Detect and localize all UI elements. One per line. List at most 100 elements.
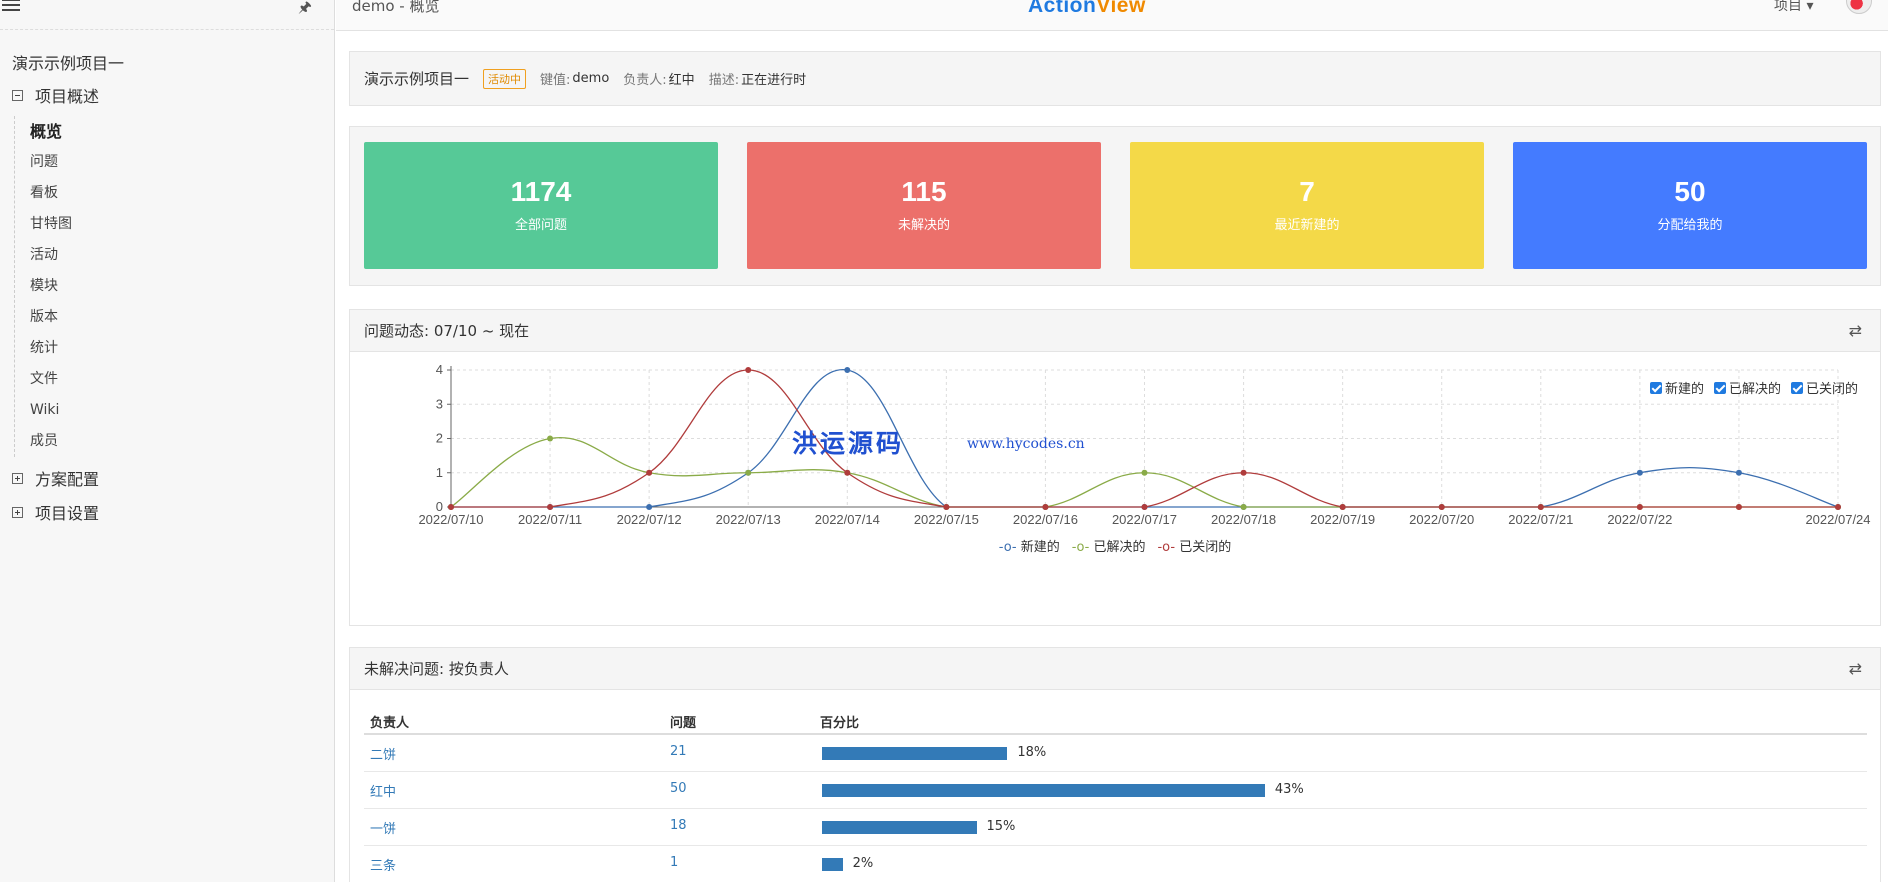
percent-label: 18% xyxy=(1017,745,1047,760)
panel-header: 未解决问题: 按负责人 ⇄ xyxy=(350,648,1880,690)
y-tick-label: 4 xyxy=(436,362,443,377)
expand-icon[interactable] xyxy=(12,506,23,518)
data-point xyxy=(1835,504,1841,510)
key-value: demo xyxy=(572,71,610,86)
x-tick-label: 2022/07/16 xyxy=(1013,512,1078,527)
unresolved-by-assignee-panel: 未解决问题: 按负责人 ⇄ 负责人 问题 百分比 二饼 21 18% 红中 50 43% 一… xyxy=(349,647,1881,882)
checkbox-icon[interactable] xyxy=(1790,381,1803,394)
stat-number: 7 xyxy=(1299,176,1315,207)
legend-label: 已关闭的 xyxy=(1179,540,1232,555)
col-header-issues: 问题 xyxy=(670,716,697,731)
data-point xyxy=(1240,504,1247,510)
legend-item[interactable]: -o- 新建的 xyxy=(999,540,1060,555)
sidebar-item-0[interactable]: 概览 xyxy=(30,122,63,141)
legend-label: 已解决的 xyxy=(1093,540,1146,555)
data-point xyxy=(1636,504,1643,510)
sidebar-item-5[interactable]: 模块 xyxy=(30,278,58,294)
status-badge: 活动中 xyxy=(483,68,527,89)
project-menu[interactable]: 项目 ▾ xyxy=(1774,0,1814,14)
sidebar-item-7[interactable]: 统计 xyxy=(30,340,58,356)
desc-value: 正在进行时 xyxy=(741,73,807,88)
issue-count-link[interactable]: 21 xyxy=(670,744,687,759)
sidebar: 🖈 演示示例项目一 项目概述 概览问题看板甘特图活动模块版本统计文件 Wiki 成员… xyxy=(0,0,335,882)
issue-count-link[interactable]: 18 xyxy=(670,818,687,833)
percent-bar xyxy=(822,858,843,871)
data-point xyxy=(844,469,851,476)
filter-closed[interactable]: 已关闭的 xyxy=(1790,378,1858,397)
percent-bar xyxy=(822,821,977,834)
collapse-icon[interactable] xyxy=(12,89,23,101)
assignee-link[interactable]: 红中 xyxy=(370,785,397,800)
percent-bar xyxy=(822,747,1008,760)
issue-trend-panel: 问题动态: 07/10 ~ 现在 ⇄ 新建的 已解决的 已关闭的 0 1 2 3 4 20… xyxy=(349,309,1881,626)
stat-label: 分配给我的 xyxy=(1657,218,1723,233)
hamburger-menu-icon[interactable] xyxy=(2,0,20,12)
data-point xyxy=(1240,469,1247,476)
app-logo[interactable]: ActionView xyxy=(1028,0,1146,18)
sidebar-project-name[interactable]: 演示示例项目一 xyxy=(12,54,125,73)
data-point xyxy=(448,504,454,510)
checkbox-icon[interactable] xyxy=(1649,381,1662,394)
filter-resolved[interactable]: 已解决的 xyxy=(1713,378,1781,397)
desc-label: 描述: xyxy=(708,73,740,88)
x-tick-label: 2022/07/22 xyxy=(1607,512,1672,527)
sidebar-group-settings[interactable]: 项目设置 xyxy=(12,500,99,524)
sidebar-item-6[interactable]: 版本 xyxy=(30,309,58,325)
data-point xyxy=(1339,504,1346,510)
y-tick-label: 3 xyxy=(436,396,443,411)
stats-panel: 1174 全部问题 115 未解决的 7 最近新建的 50 分配给我的 xyxy=(349,126,1881,286)
lead-value: 红中 xyxy=(668,73,695,88)
sidebar-item-3[interactable]: 甘特图 xyxy=(30,216,72,232)
sidebar-item-10[interactable]: 成员 xyxy=(30,433,58,449)
x-tick-label: 2022/07/13 xyxy=(716,512,781,527)
y-tick-label: 1 xyxy=(436,465,443,480)
assignee-link[interactable]: 二饼 xyxy=(370,748,397,763)
data-point xyxy=(745,469,752,476)
filter-created[interactable]: 新建的 xyxy=(1649,378,1704,397)
assignee-link[interactable]: 一饼 xyxy=(370,822,397,837)
issue-count-link[interactable]: 50 xyxy=(670,781,687,796)
stat-card-recent[interactable]: 7 最近新建的 xyxy=(1130,142,1484,269)
key-label: 键值: xyxy=(540,73,571,88)
watermark-text: 洪运源码 xyxy=(792,429,905,458)
table-row: 三条 1 2% xyxy=(364,846,1867,882)
data-point xyxy=(547,435,554,442)
assignee-link[interactable]: 三条 xyxy=(370,859,397,874)
y-tick-label: 2 xyxy=(436,431,443,446)
refresh-icon[interactable]: ⇄ xyxy=(1848,659,1862,678)
x-tick-label: 2022/07/15 xyxy=(914,512,979,527)
checkbox-icon[interactable] xyxy=(1713,381,1726,394)
pin-icon[interactable]: 🖈 xyxy=(298,0,312,16)
stat-card-unresolved[interactable]: 115 未解决的 xyxy=(747,142,1101,269)
legend-item[interactable]: -o- 已关闭的 xyxy=(1157,540,1231,555)
stat-number: 1174 xyxy=(510,176,572,207)
sidebar-header: 🖈 xyxy=(0,0,334,30)
refresh-icon[interactable]: ⇄ xyxy=(1848,321,1862,340)
data-point xyxy=(1537,504,1544,510)
sidebar-item-9[interactable]: Wiki xyxy=(30,402,60,418)
sidebar-item-4[interactable]: 活动 xyxy=(30,247,58,263)
sidebar-item-2[interactable]: 看板 xyxy=(30,185,58,201)
data-point xyxy=(1438,504,1445,510)
stat-card-assigned-to-me[interactable]: 50 分配给我的 xyxy=(1513,142,1867,269)
sidebar-group-scheme[interactable]: 方案配置 xyxy=(12,466,99,490)
series-filter: 新建的 已解决的 已关闭的 xyxy=(1649,378,1858,397)
sidebar-item-1[interactable]: 问题 xyxy=(30,154,58,170)
legend-item[interactable]: -o- 已解决的 xyxy=(1072,540,1146,555)
percent-label: 15% xyxy=(986,819,1016,834)
issue-count-link[interactable]: 1 xyxy=(670,855,679,870)
data-point xyxy=(646,504,653,510)
chart-legend: -o- 新建的 -o- 已解决的 -o- 已关闭的 xyxy=(350,536,1880,555)
x-tick-label: 2022/07/20 xyxy=(1409,512,1474,527)
panel-title: 未解决问题: 按负责人 xyxy=(364,660,509,678)
expand-icon[interactable] xyxy=(12,472,23,484)
breadcrumb: demo - 概览 xyxy=(352,0,440,15)
sidebar-item-8[interactable]: 文件 xyxy=(30,371,58,387)
sidebar-group-label: 项目概述 xyxy=(35,87,100,106)
user-avatar[interactable] xyxy=(1846,0,1872,14)
stat-card-all[interactable]: 1174 全部问题 xyxy=(364,142,718,269)
data-point xyxy=(943,504,950,510)
legend-label: 新建的 xyxy=(1020,540,1060,555)
sidebar-group-overview[interactable]: 项目概述 xyxy=(12,83,99,107)
panel-title: 问题动态: 07/10 ~ 现在 xyxy=(364,322,530,340)
